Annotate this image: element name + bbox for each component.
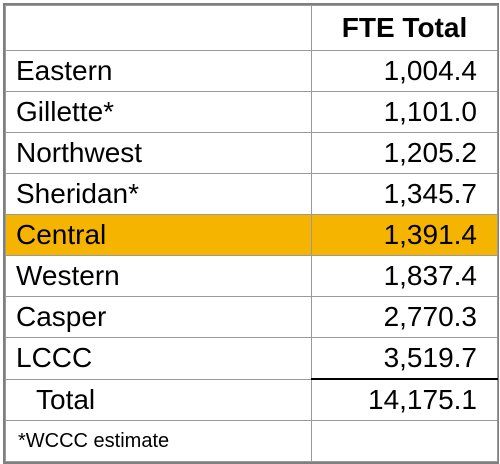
footnote-blank-cell — [311, 420, 498, 462]
fte-value: 1,205.2 — [311, 132, 498, 174]
college-name: Eastern — [5, 50, 312, 92]
table-row: LCCC 3,519.7 — [5, 337, 498, 380]
total-row: Total 14,175.1 — [5, 378, 498, 421]
footnote: *WCCC estimate — [5, 420, 312, 462]
fte-value: 1,004.4 — [311, 50, 498, 92]
college-name: Northwest — [5, 132, 312, 174]
footnote-row: *WCCC estimate — [5, 420, 498, 462]
header-row: FTE Total — [5, 5, 498, 51]
fte-value: 2,770.3 — [311, 296, 498, 338]
header-fte-total: FTE Total — [311, 5, 498, 51]
table-row: Western 1,837.4 — [5, 255, 498, 297]
fte-value: 1,837.4 — [311, 255, 498, 297]
table-row: Sheridan* 1,345.7 — [5, 173, 498, 215]
header-blank-cell — [5, 5, 312, 51]
college-name: Casper — [5, 296, 312, 338]
college-name: Sheridan* — [5, 173, 312, 215]
college-name: Western — [5, 255, 312, 297]
fte-value: 3,519.7 — [311, 337, 498, 380]
table-row: Eastern 1,004.4 — [5, 50, 498, 92]
college-name: LCCC — [5, 337, 312, 380]
fte-table-container: FTE Total Eastern 1,004.4 Gillette* 1,10… — [3, 3, 499, 464]
table-row: Northwest 1,205.2 — [5, 132, 498, 174]
fte-value: 1,101.0 — [311, 91, 498, 133]
total-label: Total — [5, 378, 312, 421]
fte-table: FTE Total Eastern 1,004.4 Gillette* 1,10… — [5, 5, 498, 462]
college-name: Central — [5, 214, 312, 256]
table-row: Gillette* 1,101.0 — [5, 91, 498, 133]
college-name: Gillette* — [5, 91, 312, 133]
fte-value: 1,345.7 — [311, 173, 498, 215]
table-row-highlighted: Central 1,391.4 — [5, 214, 498, 256]
fte-value: 1,391.4 — [311, 214, 498, 256]
total-value: 14,175.1 — [311, 378, 498, 421]
table-row: Casper 2,770.3 — [5, 296, 498, 338]
